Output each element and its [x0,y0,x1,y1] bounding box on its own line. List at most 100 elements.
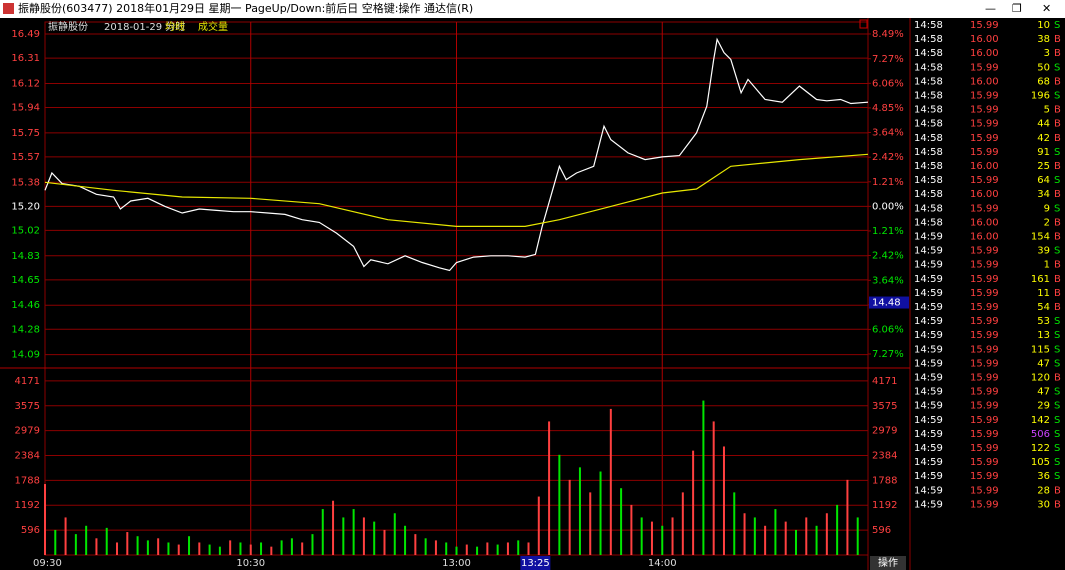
close-button[interactable]: ✕ [1042,2,1052,15]
y2-tick-label: 2.42% [872,152,904,163]
tick-time: 14:58 [914,217,943,228]
tick-side: S [1054,147,1060,158]
volume-bar [280,540,283,555]
volume-bar [681,492,684,555]
tick-side: S [1054,246,1060,257]
tick-volume: 53 [1037,316,1050,327]
price-line [44,153,869,227]
tick-volume: 64 [1037,175,1050,186]
y2-tick-label: 596 [872,525,891,536]
y2-tick-label: 3.64% [872,127,904,138]
legend-entry: 均线 [165,20,185,33]
stock-name: 振静股份 [48,20,88,33]
y2-tick-label: 2.42% [872,251,904,262]
tick-volume: 68 [1037,76,1050,87]
y2-tick-label: 7.27% [872,349,904,360]
minimize-button[interactable]: — [985,2,996,15]
volume-bar [177,544,180,555]
y-tick-label: 2384 [15,450,40,461]
tick-side: S [1054,330,1060,341]
volume-bar [815,525,818,555]
tick-volume: 3 [1044,48,1050,59]
tick-price: 16.00 [970,48,999,59]
tick-price: 15.99 [970,119,999,130]
y2-tick-label: 0.00% [872,201,904,212]
tick-side: B [1054,485,1061,496]
volume-bar [146,540,149,555]
tick-time: 14:59 [914,401,943,412]
tick-price: 15.99 [970,147,999,158]
volume-bar [774,509,777,555]
volume-bar [229,540,232,555]
tick-price: 15.99 [970,175,999,186]
volume-bar [383,529,386,555]
volume-bar [640,517,643,555]
volume-bar [465,544,468,555]
volume-bar [506,542,509,555]
volume-bar [753,517,756,555]
tick-volume: 161 [1031,274,1050,285]
volume-bar [650,521,653,555]
volume-bar [424,538,427,555]
volume-bar [846,479,849,555]
tick-volume: 39 [1037,246,1050,257]
tick-side: S [1054,344,1060,355]
operate-button[interactable] [870,556,906,570]
tick-side: B [1054,232,1061,243]
title-bar: 振静股份(603477) 2018年01月29日 星期一 PageUp/Down… [0,0,1065,18]
tick-time: 14:59 [914,302,943,313]
y2-tick-label: 8.49% [872,29,904,40]
y-tick-label: 14.09 [11,350,40,361]
tick-side: B [1054,217,1061,228]
tick-time: 14:59 [914,316,943,327]
tick-time: 14:59 [914,330,943,341]
tick-volume: 28 [1037,485,1050,496]
tick-volume: 196 [1031,91,1050,102]
volume-bar [342,517,345,555]
volume-bar [794,529,797,555]
volume-bar [805,517,808,555]
volume-bar [239,542,242,555]
tick-volume: 54 [1037,302,1050,313]
tick-price: 15.99 [970,91,999,102]
tick-side: S [1054,62,1060,73]
restore-button[interactable]: ❐ [1012,2,1022,15]
x-tick-label: 09:30 [33,558,62,569]
tick-time: 14:58 [914,105,943,116]
tick-price: 15.99 [970,288,999,299]
volume-bar [434,540,437,555]
operate-label[interactable]: 操作 [878,556,898,569]
pane-button[interactable] [859,19,868,29]
tick-side: B [1054,119,1061,130]
volume-bar [290,538,293,555]
y-tick-label: 1788 [15,475,40,486]
volume-bar [116,542,119,555]
tick-volume: 13 [1037,330,1050,341]
y-tick-label: 15.94 [11,102,40,113]
tick-price: 15.99 [970,358,999,369]
volume-bar [64,517,67,555]
volume-bar [599,471,602,555]
tick-volume: 47 [1037,387,1050,398]
tick-price: 15.99 [970,246,999,257]
window-title: 振静股份(603477) 2018年01月29日 星期一 PageUp/Down… [18,2,474,15]
tick-volume: 11 [1037,288,1050,299]
volume-bar [393,513,396,555]
y2-tick-label: 1.21% [872,226,904,237]
volume-bar [620,488,623,555]
y-tick-label: 15.38 [11,177,40,188]
date-label: 2018-01-29 分时 [104,21,185,33]
tick-time: 14:58 [914,203,943,214]
volume-bar [517,540,520,555]
tick-side: S [1054,316,1060,327]
tick-volume: 47 [1037,358,1050,369]
y-tick-label: 3575 [15,401,40,412]
y-tick-label: 14.46 [11,300,40,311]
tick-side: B [1054,373,1061,384]
volume-bar [74,534,77,555]
tick-time: 14:59 [914,344,943,355]
volume-bar [692,450,695,555]
tick-time: 14:58 [914,34,943,45]
volume-bar [136,536,139,555]
tick-price: 15.99 [970,485,999,496]
